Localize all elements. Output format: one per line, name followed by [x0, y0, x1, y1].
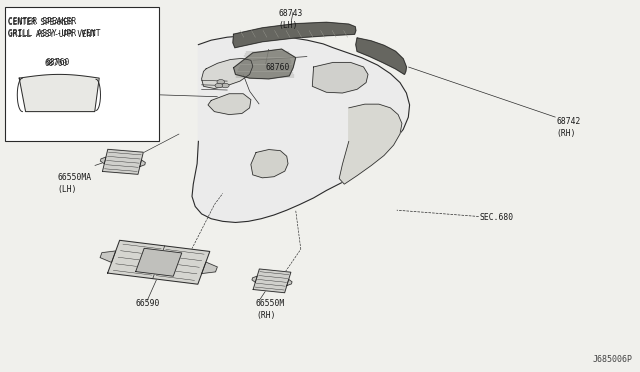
Text: SEC.680: SEC.680 [480, 213, 514, 222]
Polygon shape [100, 251, 116, 262]
Text: 68760: 68760 [45, 58, 70, 67]
Polygon shape [208, 94, 251, 115]
Polygon shape [192, 35, 410, 222]
Polygon shape [140, 160, 145, 167]
Polygon shape [202, 262, 218, 273]
Polygon shape [253, 269, 291, 293]
Polygon shape [233, 22, 356, 48]
Circle shape [215, 83, 223, 88]
Polygon shape [252, 276, 257, 282]
Text: 68760: 68760 [266, 63, 290, 72]
Polygon shape [234, 49, 296, 79]
Text: 68742
(RH): 68742 (RH) [557, 117, 581, 138]
Polygon shape [202, 58, 253, 89]
Polygon shape [339, 104, 402, 184]
Polygon shape [356, 38, 406, 74]
Text: 68743
(LH): 68743 (LH) [278, 9, 303, 30]
Polygon shape [312, 62, 368, 93]
Circle shape [217, 80, 225, 84]
Polygon shape [19, 74, 99, 112]
Polygon shape [102, 149, 143, 174]
Polygon shape [108, 240, 210, 284]
Text: CENTER SPEAKER
GRILL ASSY-UPR VENT: CENTER SPEAKER GRILL ASSY-UPR VENT [8, 18, 96, 39]
Text: CENTER SPEAKER
GRILL ASSY-UPR VENT: CENTER SPEAKER GRILL ASSY-UPR VENT [8, 17, 100, 38]
Text: 66590: 66590 [135, 299, 159, 308]
Polygon shape [136, 248, 182, 276]
Polygon shape [100, 157, 106, 164]
Polygon shape [287, 279, 292, 286]
Text: 66550M
(RH): 66550M (RH) [256, 299, 285, 320]
Text: 66550MA
(LH): 66550MA (LH) [58, 173, 92, 194]
Text: J685006P: J685006P [593, 355, 632, 364]
Polygon shape [251, 150, 288, 178]
Bar [5, 7, 159, 141]
Text: 68760: 68760 [45, 59, 68, 68]
Circle shape [221, 83, 229, 88]
